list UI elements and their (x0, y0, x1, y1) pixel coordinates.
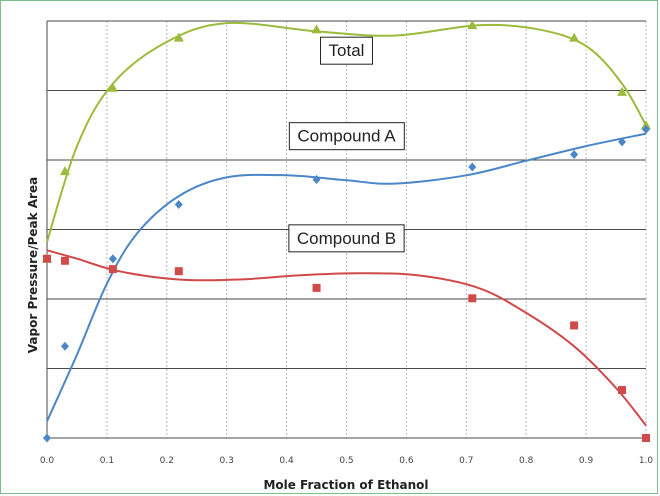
diamond-data-point (312, 174, 321, 184)
triangle-series-curve (46, 21, 647, 243)
triangle-data-point (641, 120, 651, 130)
triangle-data-point (59, 166, 70, 176)
x-tick-label: 0.9 (579, 456, 594, 466)
diamond-data-point (174, 199, 183, 209)
triangle-data-point (617, 86, 628, 96)
square-data-point (174, 267, 183, 276)
diamond-data-point (43, 433, 51, 443)
diamond-data-point (618, 137, 627, 147)
square-data-point (618, 386, 627, 395)
triangle-data-point (107, 82, 118, 92)
data-points (42, 20, 651, 443)
x-tick-label: 0.0 (40, 456, 55, 466)
square-data-point (312, 283, 321, 292)
x-tick-label: 0.4 (279, 456, 294, 466)
square-series-curve (46, 249, 647, 427)
x-tick-label: 1.0 (639, 456, 654, 466)
annotation-label: Compound B (297, 229, 396, 248)
triangle-data-point (569, 32, 580, 42)
diamond-data-point (60, 341, 69, 351)
annotations: Total Compound A Compound B (288, 36, 405, 253)
x-axis-label: Mole Fraction of Ethanol (263, 478, 428, 492)
diamond-data-point (570, 149, 579, 159)
x-tick-label: 0.7 (459, 456, 473, 466)
diamond-data-point (468, 162, 477, 172)
x-tick-label: 0.2 (160, 456, 174, 466)
x-tick-label: 0.5 (339, 456, 353, 466)
x-tick-labels: 0.0 0.1 0.2 0.3 0.4 0.5 0.6 0.7 0.8 0.9 1.0 (40, 456, 654, 466)
square-data-point (468, 294, 477, 303)
diamond-data-point (642, 124, 650, 134)
annotation-border (288, 122, 405, 151)
fitted-curves (46, 21, 647, 427)
y-axis-label: Vapor Pressure/Peak Area (26, 177, 40, 353)
annotation-border (320, 36, 373, 65)
square-data-point (108, 265, 117, 274)
diamond-data-point (108, 254, 117, 264)
axes (46, 21, 646, 439)
square-data-point (60, 256, 69, 265)
triangle-data-point (311, 24, 322, 34)
square-data-point (570, 321, 579, 330)
annotation-box: Compound B (288, 224, 405, 253)
x-tick-label: 0.6 (399, 456, 414, 466)
annotation-box: Total (320, 36, 373, 65)
diamond-series-curve (46, 132, 647, 422)
triangle-data-point (173, 32, 184, 42)
annotation-border (288, 224, 405, 253)
annotation-box: Compound A (288, 122, 405, 151)
x-tick-label: 0.3 (220, 456, 234, 466)
annotation-label: Compound A (297, 127, 396, 146)
x-tick-label: 0.8 (519, 456, 534, 466)
x-tick-label: 0.1 (100, 456, 114, 466)
triangle-data-point (467, 20, 478, 30)
square-data-point (43, 254, 51, 263)
square-data-point (642, 434, 650, 442)
annotation-label: Total (329, 41, 365, 60)
